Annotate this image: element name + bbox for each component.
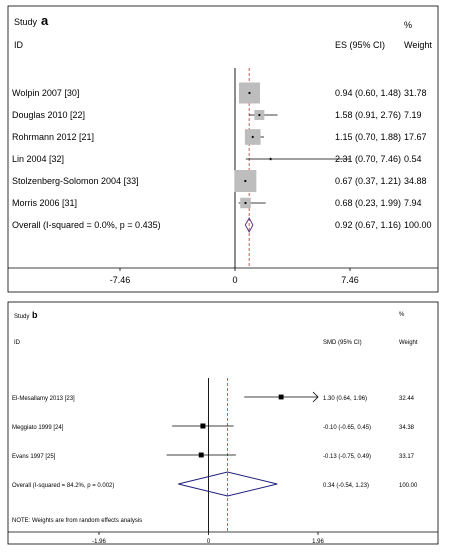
panel-a-x-tick-label: -7.46 [110,275,131,285]
panel-a-ci-text: 1.15 (0.70, 1.88) [335,132,401,142]
panel-a-study-label: Douglas 2010 [22] [12,110,85,120]
panel-b-ci-arrow [312,391,319,403]
panel-a-point-estimate [244,201,247,205]
panel-a-point-estimate [269,157,272,161]
panel-b-x-tick-label: 1.96 [312,539,324,545]
panel-a-frame [7,5,439,293]
panel-a-weight-text: 31.78 [404,88,427,98]
panel-b-ci-text: -0.10 (-0.65, 0.45) [323,425,371,431]
panel-a-weight-text: 7.19 [404,110,422,120]
panel-b-weight-text: 34.38 [399,425,415,431]
panel-b-header-pct: % [399,312,405,318]
panel-b-study-label: Meggiato 1999 [24] [12,425,64,431]
panel-a-x-tick-label: 0 [232,275,237,285]
panel-b-ci-text: 1.30 (0.64, 1.96) [323,396,367,402]
panel-b-point-estimate [201,424,205,428]
panel-b-frame [7,301,439,545]
panel-a-point-estimate [258,113,261,117]
panel-b-point-estimate [279,395,283,399]
panel-b-overall-label: Overall (I-squared = 84.2%, p = 0.002) [12,483,114,489]
panel-a-point-estimate [244,179,247,183]
panel-a-study-label: Morris 2006 [31] [12,198,77,208]
panel-a-header-study: Study [14,17,38,27]
panel-b-overall-ci-text: 0.34 (-0.54, 1.23) [323,483,369,489]
panel-a-study-label: Lin 2004 [32] [12,154,64,164]
panel-a-header-weight: Weight [404,40,432,50]
panel-a-study-label: Wolpin 2007 [30] [12,88,79,98]
panel-a-header-es: ES (95% CI) [335,40,385,50]
panel-b-x-tick-label: -1.96 [92,539,106,545]
panel-b-header-study: Study [14,314,29,320]
panel-a-overall-label: Overall (I-squared = 0.0%, p = 0.435) [12,220,161,230]
panel-a-weight-text: 7.94 [404,198,422,208]
panel-b-overall-weight-text: 100.00 [399,483,418,489]
panel-b-weight-text: 33.17 [399,454,415,460]
panel-b-weight-text: 32.44 [399,396,415,402]
panel-b-header-es: SMD (95% CI) [323,340,362,346]
panel-a-overall-diamond [244,216,254,234]
panel-a-x-tick-label: 7.46 [341,275,359,285]
panel-a-overall-ci-text: 0.92 (0.67, 1.16) [335,220,401,230]
panel-a-point-estimate [248,91,251,95]
panel-a-overall-weight-text: 100.00 [404,220,432,230]
panel-b-header-id: ID [14,340,21,346]
panel-a-weight-text: 0.54 [404,154,422,164]
panel-a-header-pct: % [404,20,412,30]
panel-b-x-tick-label: 0 [207,539,211,545]
panel-a-study-label: Stolzenberg-Solomon 2004 [33] [12,176,139,186]
panel-b-panel-label: b [32,310,38,320]
panel-a-ci-text: 2.31 (0.70, 7.46) [335,154,401,164]
panel-a-panel-label: a [41,13,49,28]
panel-b-study-label: Evans 1997 [25] [12,454,56,460]
panel-a-ci-text: 0.67 (0.37, 1.21) [335,176,401,186]
panel-a-ci-text: 1.58 (0.91, 2.76) [335,110,401,120]
panel-a-weight-text: 17.67 [404,132,427,142]
panel-a-ci-text: 0.94 (0.60, 1.48) [335,88,401,98]
panel-a-point-estimate [251,135,254,139]
panel-a-header-id: ID [14,40,24,50]
panel-a-weight-text: 34.88 [404,176,427,186]
panel-b-note: NOTE: Weights are from random effects an… [12,518,142,524]
panel-a-ci-text: 0.68 (0.23, 1.99) [335,198,401,208]
panel-b-study-label: El-Mesallamy 2013 [23] [12,396,75,402]
panel-b-overall-diamond [178,471,278,497]
panel-b-ci-text: -0.13 (-0.75, 0.49) [323,454,371,460]
panel-a-study-label: Rohrmann 2012 [21] [12,132,94,142]
panel-b-header-weight: Weight [399,340,418,346]
panel-b-point-estimate [199,453,203,457]
